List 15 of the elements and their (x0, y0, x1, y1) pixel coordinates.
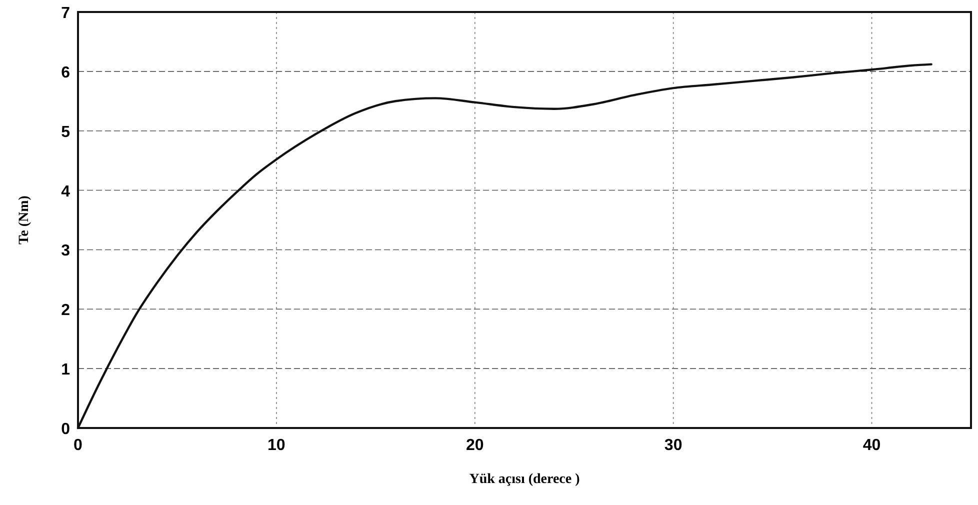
y-axis-title: Te (Nm) (17, 195, 32, 244)
x-tick-label: 30 (664, 437, 682, 454)
x-axis-title: Yük açısı (derece ) (469, 472, 580, 487)
y-tick-label: 5 (61, 124, 70, 141)
y-tick-label: 0 (61, 421, 70, 438)
x-tick-label: 0 (74, 437, 83, 454)
y-tick-label: 6 (61, 64, 70, 82)
x-tick-label: 40 (862, 437, 881, 454)
y-tick-label: 7 (61, 5, 70, 22)
y-tick-label: 1 (61, 362, 70, 379)
y-tick-label: 3 (61, 242, 70, 260)
y-tick-label: 4 (61, 183, 70, 200)
y-tick-label: 2 (61, 302, 70, 320)
x-tick-label: 20 (466, 437, 484, 454)
x-tick-label: 10 (268, 437, 286, 454)
